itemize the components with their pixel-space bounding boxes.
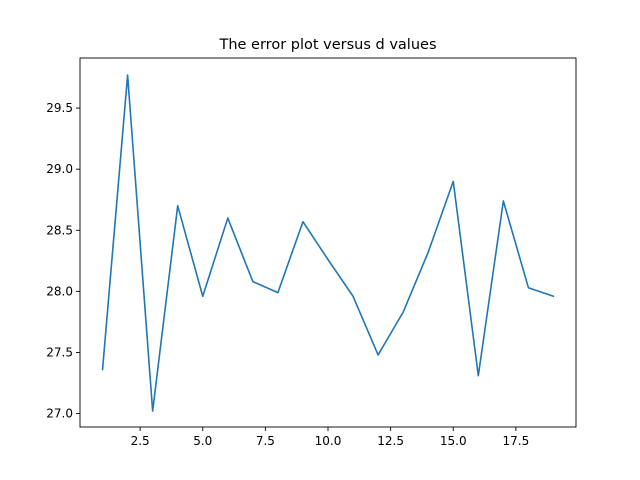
y-tick-label: 29.5 <box>46 101 73 115</box>
y-tick-label: 28.5 <box>46 223 73 237</box>
x-tick-label: 7.5 <box>256 434 275 448</box>
series-layer <box>101 74 555 412</box>
axes-frame <box>79 57 577 428</box>
x-tick-label: 10.0 <box>315 434 342 448</box>
series-line-0 <box>101 74 555 412</box>
x-tick-label: 2.5 <box>131 434 150 448</box>
x-axis: 2.5 5.0 7.5 10.0 12.5 15.0 17.5 <box>131 427 530 448</box>
x-tick-label: 12.5 <box>377 434 404 448</box>
y-tick-label: 28.0 <box>46 284 73 298</box>
y-tick-label: 27.0 <box>46 407 73 421</box>
chart-title: The error plot versus d values <box>218 37 436 53</box>
x-tick-label: 15.0 <box>440 434 467 448</box>
y-tick-label: 27.5 <box>46 345 73 359</box>
x-tick-label: 5.0 <box>193 434 212 448</box>
x-tick-label: 17.5 <box>503 434 530 448</box>
y-axis: 27.0 27.5 28.0 28.5 29.0 29.5 <box>46 101 80 421</box>
y-tick-label: 29.0 <box>46 162 73 176</box>
